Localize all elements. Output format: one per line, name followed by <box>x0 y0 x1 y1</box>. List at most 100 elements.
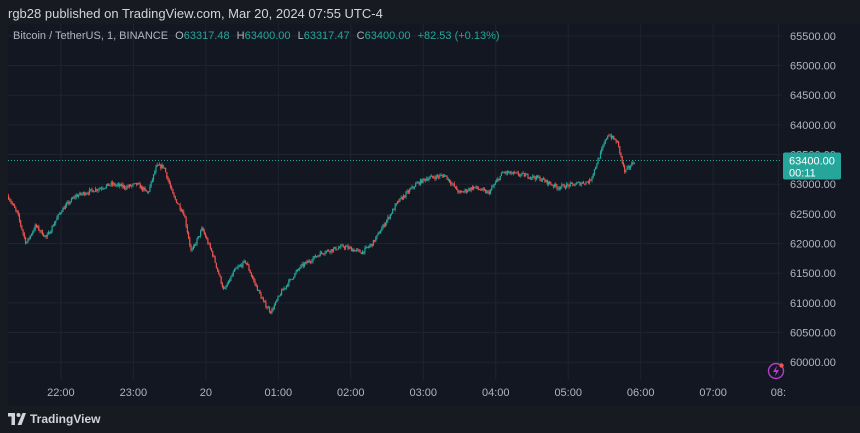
candle[interactable] <box>545 179 547 183</box>
candle[interactable] <box>125 185 127 191</box>
candle[interactable] <box>290 278 292 280</box>
candle[interactable] <box>436 173 438 179</box>
candle[interactable] <box>462 190 464 193</box>
candle[interactable] <box>90 189 92 192</box>
candle[interactable] <box>30 233 33 237</box>
candle[interactable] <box>91 187 93 193</box>
candle[interactable] <box>447 177 449 182</box>
candle[interactable] <box>114 182 116 187</box>
candle[interactable] <box>363 251 365 255</box>
candle[interactable] <box>190 243 192 252</box>
candle[interactable] <box>229 278 231 284</box>
candle[interactable] <box>459 189 461 194</box>
candle[interactable] <box>254 278 256 287</box>
candle[interactable] <box>375 236 377 243</box>
candle[interactable] <box>580 181 582 187</box>
candle[interactable] <box>360 252 362 255</box>
candle[interactable] <box>597 156 599 165</box>
candle[interactable] <box>506 170 509 176</box>
candle[interactable] <box>342 244 344 248</box>
candle[interactable] <box>102 186 104 190</box>
candle[interactable] <box>386 219 388 226</box>
candle[interactable] <box>107 183 109 187</box>
candle[interactable] <box>225 284 227 290</box>
candle[interactable] <box>46 232 48 239</box>
candle[interactable] <box>218 269 220 275</box>
candle[interactable] <box>181 209 184 214</box>
candle[interactable] <box>401 196 403 201</box>
candle[interactable] <box>16 209 18 214</box>
candle[interactable] <box>55 220 57 226</box>
candle[interactable] <box>215 262 217 269</box>
candle[interactable] <box>155 164 157 174</box>
candle[interactable] <box>497 176 499 183</box>
candle[interactable] <box>428 176 430 182</box>
candle[interactable] <box>266 306 268 310</box>
candle[interactable] <box>579 181 581 186</box>
candle[interactable] <box>499 175 501 181</box>
candle[interactable] <box>448 178 451 183</box>
candle[interactable] <box>96 188 98 193</box>
candle[interactable] <box>247 261 249 266</box>
candle[interactable] <box>476 186 478 190</box>
candle[interactable] <box>393 208 395 211</box>
candle[interactable] <box>219 273 221 278</box>
candle[interactable] <box>239 263 242 267</box>
candle[interactable] <box>117 182 120 188</box>
candle[interactable] <box>598 158 600 160</box>
candle[interactable] <box>285 285 288 290</box>
candle[interactable] <box>334 246 336 250</box>
candle[interactable] <box>422 178 424 184</box>
candle[interactable] <box>587 180 589 185</box>
candle[interactable] <box>324 250 326 256</box>
candle[interactable] <box>586 181 588 183</box>
candle[interactable] <box>474 186 476 189</box>
candle[interactable] <box>364 245 366 255</box>
candle[interactable] <box>245 262 248 266</box>
candle[interactable] <box>284 287 286 290</box>
candle[interactable] <box>361 249 364 255</box>
candle[interactable] <box>18 212 21 223</box>
candle[interactable] <box>354 249 356 252</box>
candle[interactable] <box>367 245 370 249</box>
candle[interactable] <box>573 184 575 186</box>
candle[interactable] <box>242 260 244 269</box>
candle[interactable] <box>625 169 627 174</box>
candle[interactable] <box>340 243 342 250</box>
candle[interactable] <box>172 188 174 194</box>
candle[interactable] <box>146 190 149 194</box>
candle[interactable] <box>464 188 466 194</box>
candle[interactable] <box>272 306 274 312</box>
candle[interactable] <box>69 201 71 205</box>
candle[interactable] <box>104 187 106 189</box>
candle[interactable] <box>187 231 190 240</box>
candle[interactable] <box>180 207 182 212</box>
candle[interactable] <box>624 164 626 174</box>
candle[interactable] <box>212 250 214 258</box>
candle[interactable] <box>585 181 587 186</box>
candle[interactable] <box>268 306 271 314</box>
candle[interactable] <box>305 261 307 265</box>
candle[interactable] <box>22 229 24 236</box>
candle[interactable] <box>111 180 114 187</box>
candle[interactable] <box>458 190 460 194</box>
candle[interactable] <box>581 181 583 185</box>
candle[interactable] <box>113 181 115 186</box>
candle[interactable] <box>179 202 181 212</box>
candle[interactable] <box>49 231 51 234</box>
candle[interactable] <box>173 192 175 198</box>
candle[interactable] <box>11 200 13 206</box>
candle[interactable] <box>322 252 324 255</box>
candle[interactable] <box>220 276 222 285</box>
candle[interactable] <box>454 186 457 190</box>
candle[interactable] <box>596 163 598 169</box>
candle[interactable] <box>251 274 254 280</box>
candle[interactable] <box>463 190 465 194</box>
candle[interactable] <box>226 282 228 288</box>
candle[interactable] <box>559 186 562 191</box>
candle[interactable] <box>456 185 458 191</box>
candle[interactable] <box>196 237 198 246</box>
candle[interactable] <box>99 187 102 190</box>
candle[interactable] <box>128 184 130 189</box>
candle[interactable] <box>41 229 44 236</box>
